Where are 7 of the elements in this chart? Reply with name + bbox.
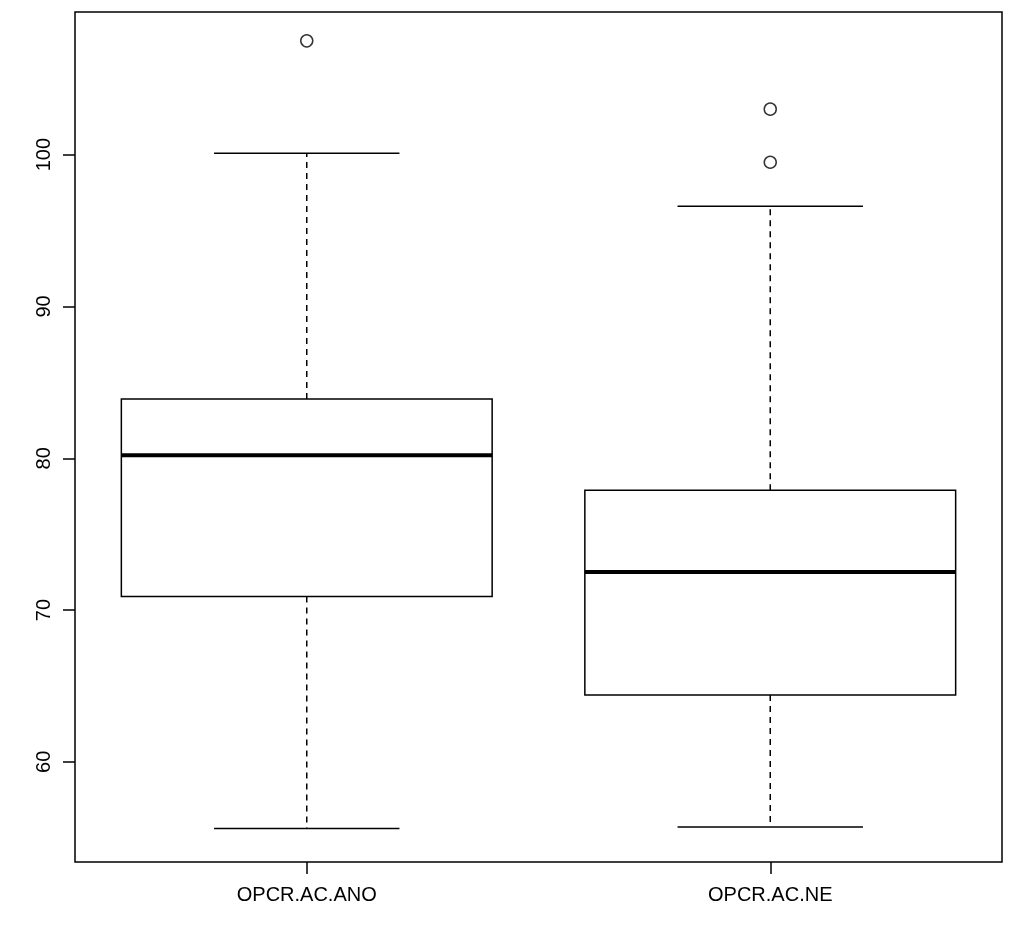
y-tick-label: 60 bbox=[32, 750, 54, 773]
y-tick-label: 80 bbox=[32, 447, 54, 470]
y-tick-label: 100 bbox=[32, 137, 54, 172]
y-tick-label: 70 bbox=[32, 598, 54, 622]
x-tick-label: OPCR.AC.ANO bbox=[236, 883, 377, 905]
y-tick-label: 90 bbox=[32, 295, 54, 318]
x-tick-label: OPCR.AC.NE bbox=[708, 883, 833, 905]
